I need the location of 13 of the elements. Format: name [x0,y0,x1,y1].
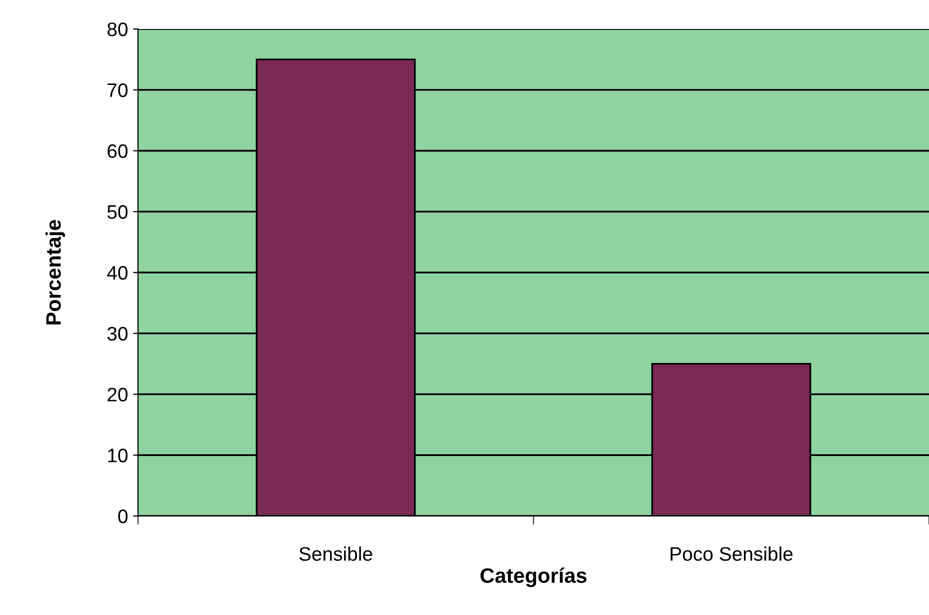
y-axis-title: Porcentaje [46,220,65,324]
x-axis-title: Categorías [480,567,586,588]
y-tick-label: 70 [108,83,128,98]
y-tick-label: 10 [108,448,128,462]
y-tick-label: 40 [107,266,128,280]
y-tick-label: 20 [108,388,128,402]
y-tick-label: 60 [108,144,128,158]
y-tick-label: 50 [107,205,128,219]
y-tick-label: 30 [107,326,128,341]
x-tick-label: Sensible [299,546,372,561]
y-tick-label: 0 [118,509,128,524]
y-tick-label: 80 [107,22,128,36]
x-tick-label: Poco Sensible [670,546,793,561]
